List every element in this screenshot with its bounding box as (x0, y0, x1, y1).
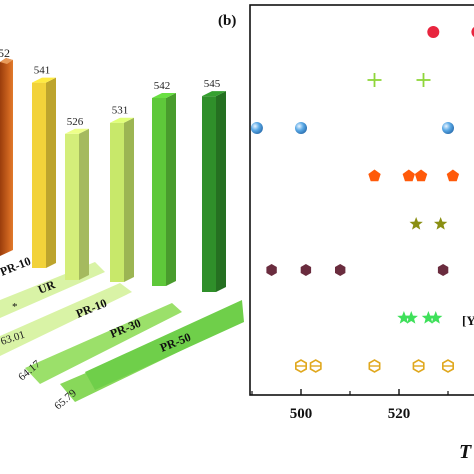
bars-layer (0, 58, 226, 293)
scatter-point-hexagon (300, 264, 312, 276)
scatter-point-hex-outline (412, 359, 425, 373)
scatter-point-hex-outline (368, 359, 381, 373)
scatter-point-circle (471, 27, 474, 37)
scatter-point-sphere (250, 122, 263, 134)
legend-fragment: [Y (462, 313, 474, 328)
scatter-point-hexagon (335, 264, 346, 276)
scatter-point-pentagon (446, 169, 460, 182)
scatter-point-hexagon (266, 264, 277, 276)
bar-pr-50 (202, 91, 226, 293)
scatter-point-sphere (295, 122, 307, 134)
scatter-point-star (404, 311, 418, 324)
category-label: PR-10 (0, 254, 33, 279)
bar-pr-10 (32, 77, 56, 268)
scatter-point-pentagon (414, 169, 428, 182)
scatter-point-plus (367, 73, 382, 87)
bar-ur (65, 128, 89, 280)
scatter-point-star (421, 311, 436, 324)
x-axis-title-partial: T (459, 441, 472, 463)
scatter-point-star (429, 311, 443, 324)
floor-stripes (0, 262, 244, 402)
scatter-points-layer (250, 26, 474, 373)
bar-value-label: 545 (204, 78, 221, 90)
plot-frame (249, 4, 474, 396)
bar-pr-30 (152, 93, 176, 286)
scatter-point-pentagon (402, 169, 415, 182)
scatter-point-star (409, 217, 423, 230)
panel-b-label: (b) (218, 13, 236, 29)
scatter-point-sphere (442, 122, 454, 134)
bar-pr-10 (110, 117, 134, 282)
scatter-point-pentagon (368, 169, 381, 182)
scatter-point-circle (427, 26, 440, 38)
bar-value-label: 542 (154, 80, 171, 92)
floor-stripe (0, 283, 132, 356)
scatter-point-plus (416, 73, 431, 87)
bar-partial-left (0, 58, 13, 256)
x-tick-label: 500 (290, 406, 313, 422)
scatter-point-hex-outline (442, 359, 454, 373)
x-tick-label: 520 (388, 406, 411, 422)
bar-value-label: 541 (34, 65, 51, 77)
scatter-point-star (433, 217, 448, 230)
floor-stripe (25, 303, 182, 384)
x-axis-ticks: 500 520 (251, 389, 449, 422)
scatter-point-hex-outline (295, 359, 307, 373)
bar-value-label: 531 (112, 105, 129, 117)
partial-bar-value-label: 52 (0, 46, 10, 60)
floor-mark: * (12, 301, 18, 313)
bar-value-label: 526 (67, 116, 84, 128)
scatter-point-star (397, 311, 411, 324)
scatter-point-hex-outline (309, 359, 322, 373)
category-label: UR (36, 277, 58, 297)
scatter-point-hexagon (437, 264, 449, 276)
panel-b-scatter-chart: (b) 500 520 [Y T (218, 4, 474, 463)
floor-stripe (85, 300, 244, 390)
